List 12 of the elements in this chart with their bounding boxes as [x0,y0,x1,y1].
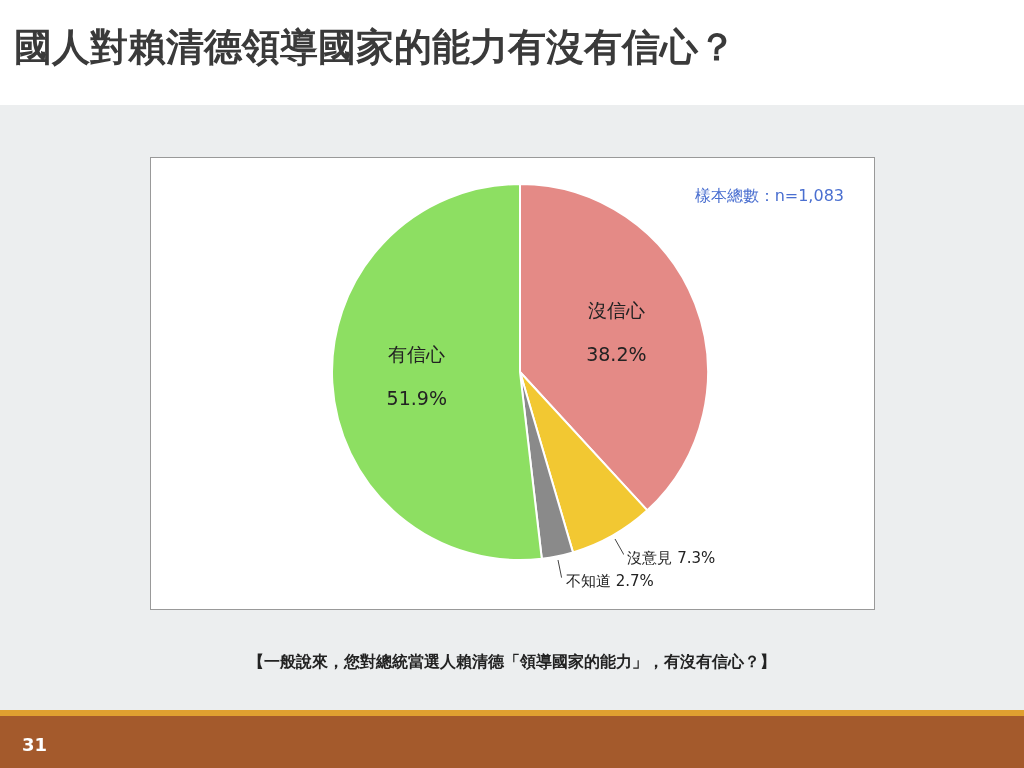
data-label: 38.2% [586,343,647,366]
text: 樣本總數：n=1,083 [694,186,844,207]
slice-label: 沒信心 [587,299,645,322]
data-label: 51.9% [386,386,447,409]
slice-label: 不知道 [565,571,611,590]
text: 31 [22,734,48,755]
chart-title: 國人對賴清德領導國家的能力有沒有信心？ [14,24,736,71]
slice-label: 沒意見 [627,548,673,567]
data-label: 7.3% [677,548,716,567]
text: 【一般說來，您對總統當選人賴清德「領導國家的能力」，有沒有信心？】 [247,652,777,673]
data-label: 2.7% [615,571,654,590]
slice-label: 有信心 [388,342,446,365]
